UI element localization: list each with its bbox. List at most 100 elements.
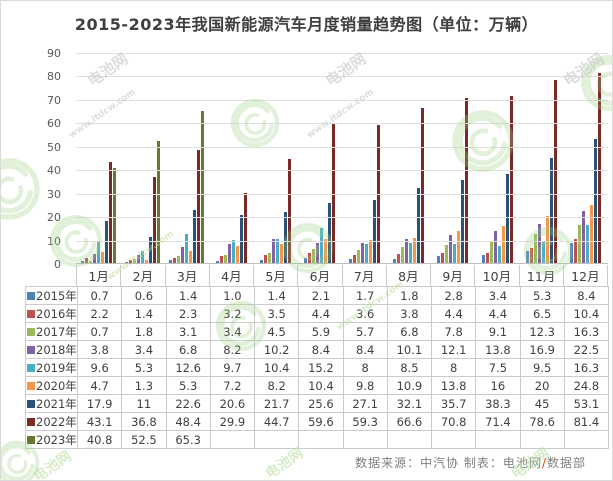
bar-2015年-11月 [525, 250, 529, 263]
value-cell-2022年-6月: 59.6 [299, 413, 344, 431]
bar-2016年-5月 [263, 254, 267, 263]
value-cell-2016年-9月: 4.4 [432, 305, 477, 323]
bar-2017年-12月 [578, 224, 582, 263]
bar-2022年-8月 [420, 107, 424, 263]
value-cell-2020年-5月: 8.2 [255, 377, 300, 395]
bar-2016年-7月 [352, 254, 356, 263]
value-cell-2019年-4月: 9.7 [210, 359, 255, 377]
bar-2019年-2月 [140, 250, 144, 263]
value-cell-2016年-3月: 2.3 [166, 305, 211, 323]
value-cell-2019年-8月: 8.5 [387, 359, 432, 377]
gridline [76, 146, 608, 148]
legend-swatch [27, 381, 35, 390]
y-axis: 0 10 20 30 40 50 60 70 80 90 [29, 47, 67, 271]
legend-swatch [27, 309, 35, 318]
legend-swatch [27, 345, 35, 354]
y-tick-label: 20 [47, 211, 61, 225]
bar-2017年-1月 [88, 261, 92, 263]
value-cell-2018年-8月: 10.1 [387, 341, 432, 359]
value-cell-2023年-10月 [476, 431, 521, 449]
value-cell-2022年-8月: 66.6 [387, 413, 432, 431]
y-tick-label: 70 [47, 93, 61, 107]
bar-2016年-12月 [574, 238, 578, 263]
value-cell-2015年-9月: 2.8 [432, 287, 477, 305]
value-cell-2022年-12月: 81.4 [564, 413, 609, 431]
bar-2020年-8月 [412, 237, 416, 263]
bar-group-3月 [165, 53, 209, 263]
bar-2017年-4月 [223, 255, 227, 263]
bar-2020年-10月 [501, 225, 505, 263]
bar-2015年-1月 [80, 261, 84, 263]
bar-2018年-5月 [271, 239, 275, 263]
value-cell-2021年-8月: 32.1 [387, 395, 432, 413]
value-cell-2018年-6月: 8.4 [299, 341, 344, 359]
value-cell-2016年-5月: 3.5 [255, 305, 300, 323]
x-tick-label: 1月 [77, 265, 122, 286]
x-tick-label: 5月 [254, 265, 299, 286]
value-cell-2020年-12月: 24.8 [564, 377, 609, 395]
y-tick-label: 90 [47, 47, 61, 60]
value-cell-2021年-10月: 38.3 [476, 395, 521, 413]
x-tick-label: 11月 [520, 265, 564, 286]
legend-swatch [27, 291, 35, 300]
bar-2019年-5月 [275, 238, 279, 263]
value-cell-2020年-1月: 4.7 [78, 377, 123, 395]
value-cell-2016年-11月: 6.5 [520, 305, 565, 323]
bar-2021年-4月 [239, 214, 243, 263]
value-cell-2022年-9月: 70.8 [432, 413, 477, 431]
value-cell-2020年-3月: 5.3 [166, 377, 211, 395]
value-cell-2015年-2月: 0.6 [122, 287, 167, 305]
bar-2015年-8月 [392, 258, 396, 263]
bar-group-7月 [342, 53, 386, 263]
bar-2015年-5月 [259, 259, 263, 263]
gridline [76, 170, 608, 172]
x-tick-label: 8月 [387, 265, 431, 286]
bar-2015年-2月 [124, 261, 128, 263]
slash-text: / [541, 456, 547, 470]
value-cell-2021年-6月: 25.6 [299, 395, 344, 413]
bar-2020年-2月 [144, 259, 148, 263]
bar-2017年-10月 [489, 241, 493, 263]
series-name: 2023年 [36, 432, 77, 447]
value-cell-2021年-1月: 17.9 [78, 395, 123, 413]
bar-2018年-3月 [181, 247, 185, 263]
bar-2018年-10月 [493, 230, 497, 263]
dept-text: 数据部 [546, 456, 586, 470]
value-cell-2020年-8月: 10.9 [387, 377, 432, 395]
value-cell-2016年-8月: 3.8 [387, 305, 432, 323]
x-tick-label: 10月 [475, 265, 520, 286]
value-cell-2021年-5月: 21.7 [255, 395, 300, 413]
value-cell-2020年-10月: 16 [476, 377, 521, 395]
value-cell-2015年-11月: 5.3 [520, 287, 565, 305]
value-cell-2023年-3月: 65.3 [166, 431, 211, 449]
value-cell-2015年-8月: 1.8 [387, 287, 432, 305]
bar-2016年-6月 [308, 252, 312, 263]
legend-swatch [27, 399, 35, 408]
row-label-2022年: 2022年 [26, 413, 78, 431]
value-cell-2022年-3月: 48.4 [166, 413, 211, 431]
row-label-2021年: 2021年 [26, 395, 78, 413]
row-label-2020年: 2020年 [26, 377, 78, 395]
bar-2023年-1月 [112, 167, 116, 263]
bar-2021年-7月 [372, 199, 376, 263]
series-name: 2020年 [36, 378, 77, 393]
legend-swatch [27, 327, 35, 336]
bar-2020年-6月 [324, 238, 328, 263]
value-cell-2016年-10月: 4.4 [476, 305, 521, 323]
bar-2022年-11月 [553, 79, 557, 263]
value-cell-2016年-1月: 2.2 [78, 305, 123, 323]
value-cell-2021年-3月: 22.6 [166, 395, 211, 413]
y-tick-label: 60 [47, 117, 61, 131]
value-cell-2017年-9月: 7.8 [432, 323, 477, 341]
value-cell-2019年-10月: 7.5 [476, 359, 521, 377]
value-cell-2017年-12月: 16.3 [564, 323, 609, 341]
bar-2022年-12月 [598, 73, 602, 263]
value-cell-2015年-10月: 3.4 [476, 287, 521, 305]
bar-2021年-6月 [328, 203, 332, 263]
bar-2015年-10月 [481, 255, 485, 263]
value-cell-2018年-3月: 6.8 [166, 341, 211, 359]
bar-2019年-8月 [408, 243, 412, 263]
value-cell-2021年-2月: 11 [122, 395, 167, 413]
value-cell-2021年-9月: 35.7 [432, 395, 477, 413]
bar-2018年-12月 [582, 210, 586, 263]
